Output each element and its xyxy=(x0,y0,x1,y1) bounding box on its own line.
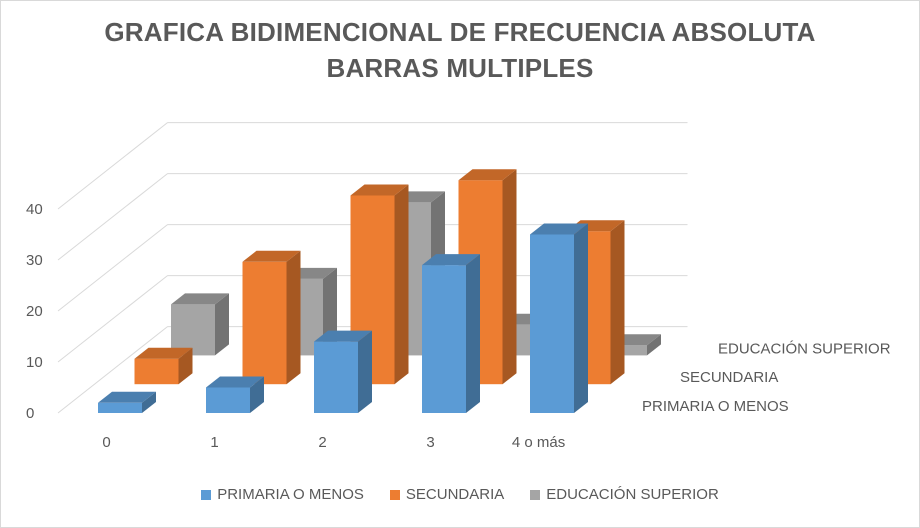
x-tick-label-2: 2 xyxy=(318,434,326,451)
bar-front-face xyxy=(530,234,574,413)
bar-secundaria-0 xyxy=(134,347,193,385)
gridline-depth-0 xyxy=(57,326,168,414)
bar-side-face xyxy=(610,220,625,385)
y-tick-label-4: 40 xyxy=(26,201,43,218)
bar-primaria-o-menos-1 xyxy=(206,376,264,413)
bar-primaria-o-menos-4 xyxy=(530,223,588,413)
bar-top-face xyxy=(242,250,301,262)
gridline-depth-4 xyxy=(57,122,168,210)
bar-side-face xyxy=(502,169,517,385)
bar-side-face xyxy=(178,347,193,385)
bar-side-face xyxy=(142,391,156,413)
bar-front-face xyxy=(242,261,287,385)
gridline-depth-2 xyxy=(57,224,168,312)
bar-secundaria-1 xyxy=(242,250,301,385)
bar-front-face xyxy=(422,265,466,413)
bar-top-face xyxy=(134,347,193,359)
bar-top-face xyxy=(350,184,409,196)
bar-front-face xyxy=(603,345,647,356)
legend-label-superior: EDUCACIÓN SUPERIOR xyxy=(546,486,719,503)
legend-label-secundaria: SECUNDARIA xyxy=(405,486,505,503)
bar-educaci-n-superior-0 xyxy=(171,293,229,356)
bar-side-face xyxy=(574,223,588,413)
y-tick-label-2: 20 xyxy=(26,303,43,320)
depth-label-0: PRIMARIA O MENOS xyxy=(642,398,789,415)
bar-top-face xyxy=(206,376,264,388)
legend-item-superior: EDUCACIÓN SUPERIOR xyxy=(530,486,719,503)
bar-side-face xyxy=(466,254,480,413)
bar-primaria-o-menos-3 xyxy=(422,254,480,413)
bar-side-face xyxy=(647,334,661,356)
legend-swatch-secundaria xyxy=(389,489,400,500)
bar-side-face xyxy=(358,330,372,413)
bar-side-face xyxy=(286,250,301,385)
chart-legend: PRIMARIA O MENOS SECUNDARIA EDUCACIÓN SU… xyxy=(0,486,920,503)
x-tick-label-3: 3 xyxy=(426,434,434,451)
bar-front-face xyxy=(134,358,179,385)
bar-primaria-o-menos-2 xyxy=(314,330,372,413)
bar-top-face xyxy=(422,254,480,266)
bar-front-face xyxy=(98,402,142,413)
y-tick-label-1: 10 xyxy=(26,354,43,371)
gridline-depth-1 xyxy=(57,275,168,363)
depth-label-1: SECUNDARIA xyxy=(680,369,778,386)
y-tick-label-0: 0 xyxy=(26,405,34,422)
depth-label-2: EDUCACIÓN SUPERIOR xyxy=(718,340,891,357)
y-tick-label-3: 30 xyxy=(26,252,43,269)
bar-top-face xyxy=(314,330,372,342)
chart-subtitle: BARRAS MULTIPLES xyxy=(326,53,594,83)
bar-front-face xyxy=(206,387,250,413)
legend-swatch-primaria xyxy=(201,489,212,500)
legend-item-primaria: PRIMARIA O MENOS xyxy=(201,486,364,503)
bar-side-face xyxy=(250,376,264,413)
x-tick-label-1: 1 xyxy=(210,434,218,451)
gridline-depth-3 xyxy=(57,173,168,261)
bar-top-face xyxy=(98,391,156,403)
bar-front-face xyxy=(171,304,215,356)
bar-top-face xyxy=(458,169,517,181)
legend-label-primaria: PRIMARIA O MENOS xyxy=(217,486,364,503)
bar-primaria-o-menos-0 xyxy=(98,391,156,413)
bar-top-face xyxy=(530,223,588,235)
bar-side-face xyxy=(394,184,409,385)
legend-swatch-superior xyxy=(530,489,541,500)
x-tick-label-0: 0 xyxy=(102,434,110,451)
bar-top-face xyxy=(171,293,229,305)
chart-title: GRAFICA BIDIMENCIONAL DE FRECUENCIA ABSO… xyxy=(104,17,816,47)
x-tick-label-4: 4 o más xyxy=(512,434,565,451)
bar-front-face xyxy=(314,341,358,413)
bar-side-face xyxy=(215,293,229,356)
legend-item-secundaria: SECUNDARIA xyxy=(389,486,505,503)
